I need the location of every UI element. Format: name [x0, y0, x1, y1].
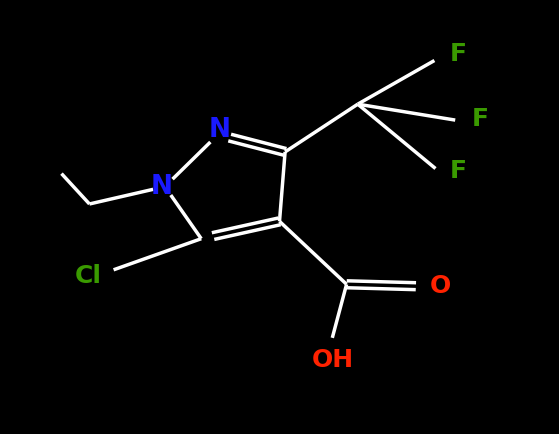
- Text: N: N: [209, 117, 231, 143]
- Text: F: F: [472, 107, 489, 132]
- Text: OH: OH: [311, 348, 354, 372]
- Text: F: F: [450, 159, 467, 184]
- Text: F: F: [450, 42, 467, 66]
- Text: Cl: Cl: [74, 263, 101, 288]
- Text: N: N: [151, 174, 173, 200]
- Text: O: O: [430, 273, 451, 298]
